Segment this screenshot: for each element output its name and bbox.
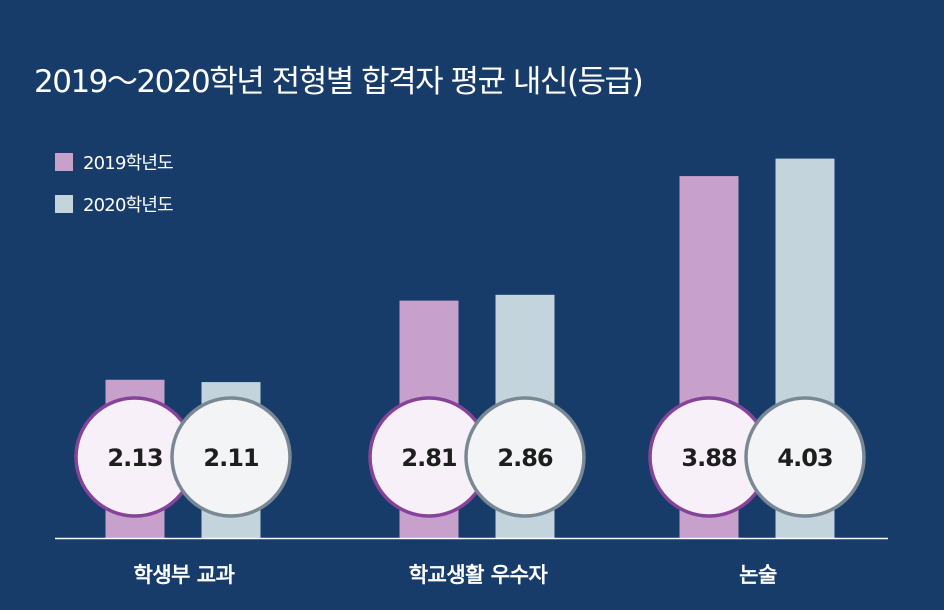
legend-swatch-2020 (55, 195, 73, 213)
category-label-2: 논술 (739, 563, 777, 587)
data-label-2020-1: 2.86 (497, 444, 553, 472)
legend-item-2020: 2020학년도 (55, 191, 174, 217)
chart-title: 2019～2020학년 전형별 합격자 평균 내신(등급) (34, 64, 644, 100)
legend-label-2019: 2019학년도 (83, 153, 174, 174)
value-circle-2020-2 (744, 396, 866, 518)
data-label-2019-0: 2.13 (107, 444, 162, 472)
data-label-2020-2: 4.03 (777, 444, 832, 472)
data-label-2019-2: 3.88 (681, 444, 737, 472)
category-label-1: 학교생활 우수자 (409, 563, 549, 587)
data-label-2020-0: 2.11 (203, 444, 259, 472)
legend-swatch-2019 (55, 153, 73, 171)
value-circle-2020-1 (464, 396, 586, 518)
legend-label-2020: 2020학년도 (83, 195, 174, 216)
legend-item-2019: 2019학년도 (55, 149, 174, 175)
data-label-2019-1: 2.81 (401, 444, 457, 472)
category-label-0: 학생부 교과 (134, 563, 235, 587)
value-circle-2020-0 (170, 396, 292, 518)
